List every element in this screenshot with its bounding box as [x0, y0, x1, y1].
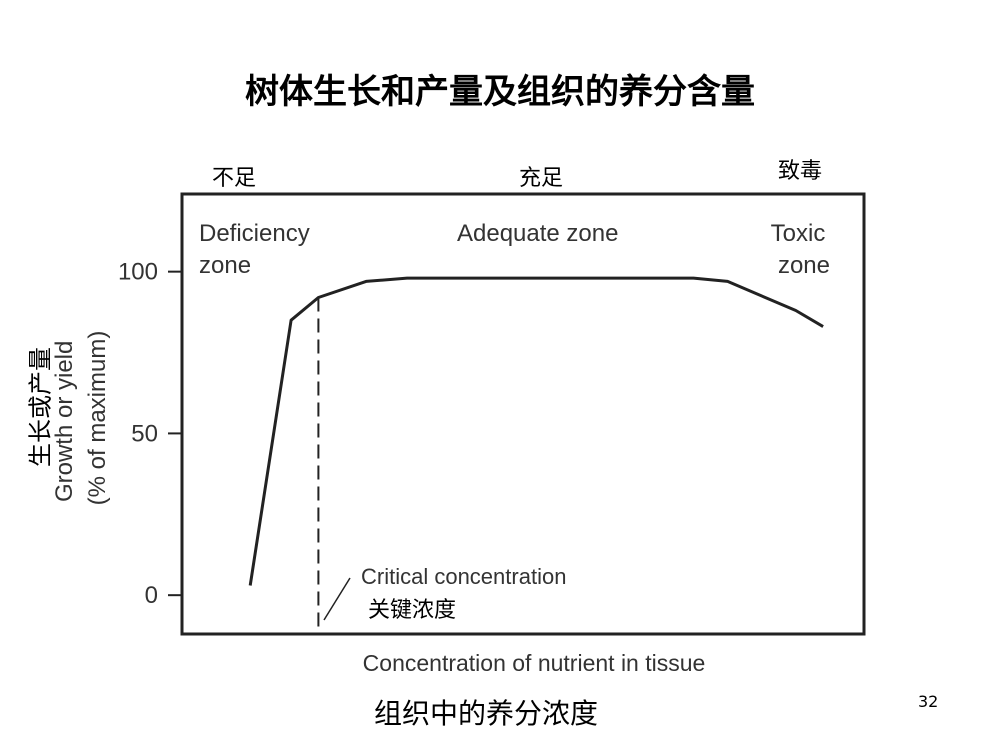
critical-concentration-label: Critical concentration — [361, 564, 566, 589]
adequate-zone-cn-label: 充足 — [519, 166, 564, 191]
y-axis-title: Growth or yield (% of maximum) — [51, 331, 111, 506]
deficiency-zone-label: Deficiency zone — [199, 220, 316, 279]
page-number: 32 — [918, 692, 939, 711]
growth-curve — [248, 276, 824, 586]
x-axis-cn-label: 组织中的养分浓度 — [373, 697, 598, 730]
deficient-zone-cn-label: 不足 — [212, 166, 257, 191]
x-axis-title: Concentration of nutrient in tissue — [363, 650, 706, 676]
y-axis-ticks: 0 50 100 — [118, 259, 182, 609]
y-tick-label: 100 — [118, 259, 158, 286]
y-tick-label: 0 — [145, 582, 158, 609]
adequate-zone-label: Adequate zone — [457, 220, 618, 247]
critical-concentration-cn-label: 关键浓度 — [368, 598, 457, 623]
toxic-zone-cn-label: 致毒 — [778, 159, 823, 184]
y-axis-cn-label: 生长或产量 — [26, 347, 55, 467]
slide-title: 树体生长和产量及组织的养分含量 — [245, 72, 755, 112]
y-tick-label: 50 — [131, 420, 158, 447]
toxic-zone-label: Toxic zone — [771, 220, 832, 279]
annotation-pointer — [323, 577, 351, 621]
plot-frame — [180, 192, 866, 636]
